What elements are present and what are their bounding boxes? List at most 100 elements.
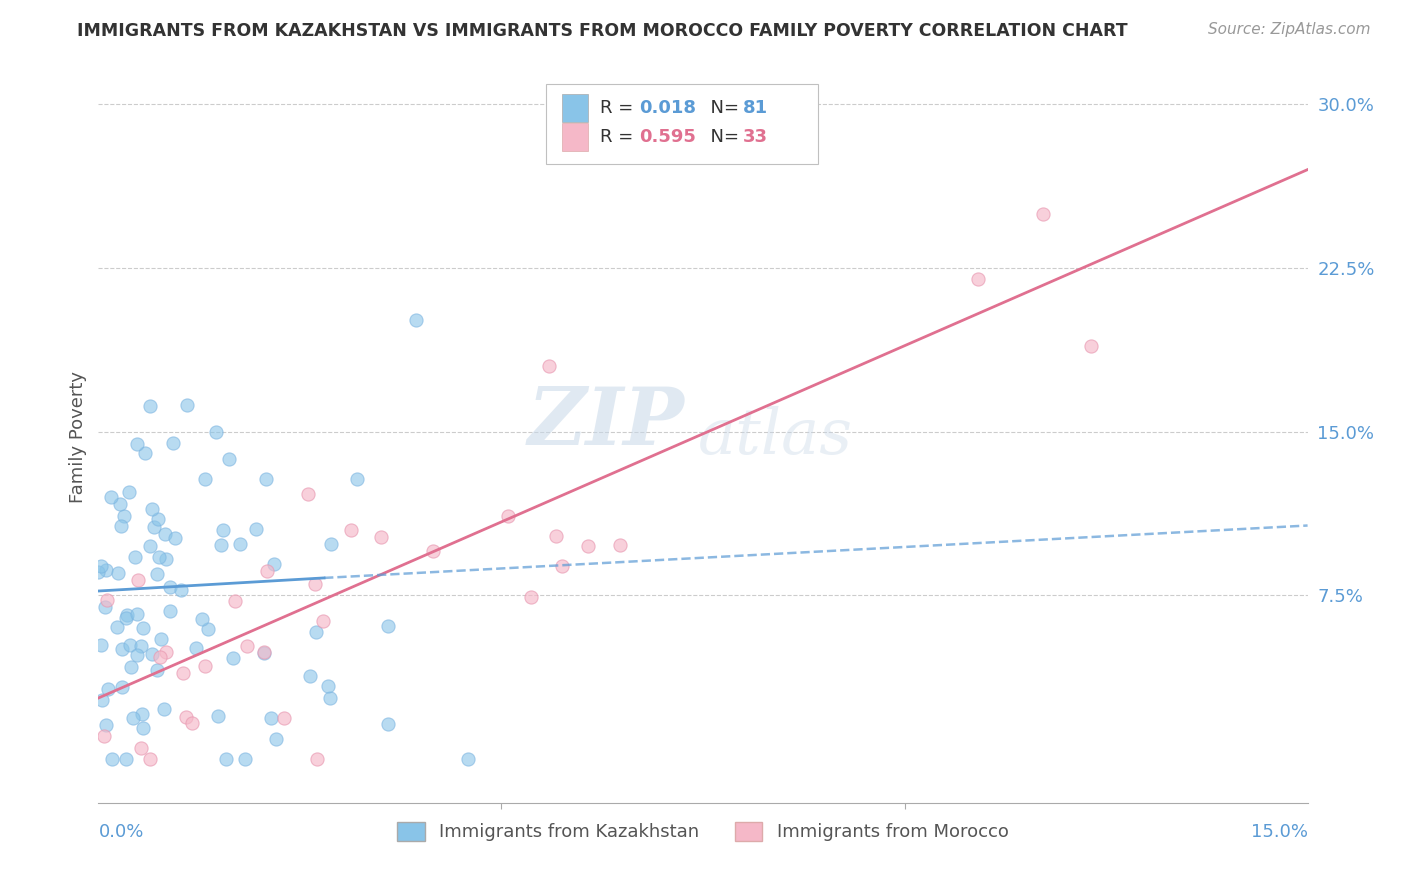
Point <box>131 706 153 721</box>
Point <box>297 486 319 500</box>
Text: 81: 81 <box>742 99 768 117</box>
Point <box>110 519 132 533</box>
Point <box>253 645 276 659</box>
Text: 0.595: 0.595 <box>638 128 696 146</box>
Point <box>263 557 285 571</box>
Point <box>194 659 217 673</box>
Point <box>124 549 146 564</box>
Point <box>155 527 177 541</box>
Point <box>111 680 134 694</box>
Point <box>520 590 543 604</box>
Point <box>90 638 112 652</box>
Point <box>152 702 174 716</box>
Point <box>141 502 163 516</box>
Point <box>115 610 138 624</box>
Point <box>159 604 181 618</box>
Point <box>224 594 246 608</box>
Point <box>121 710 143 724</box>
Point <box>162 435 184 450</box>
Point <box>264 731 287 746</box>
Point <box>377 619 399 633</box>
Point <box>218 451 240 466</box>
Point <box>127 607 149 621</box>
Point <box>87 565 110 579</box>
Point <box>405 313 427 327</box>
Text: ZIP: ZIP <box>527 384 685 461</box>
Point <box>155 551 177 566</box>
Point <box>176 398 198 412</box>
Point <box>118 639 141 653</box>
Point <box>145 663 167 677</box>
Point <box>609 538 631 552</box>
Text: N=: N= <box>699 128 745 146</box>
Point <box>236 640 259 654</box>
Point <box>312 614 335 628</box>
Text: IMMIGRANTS FROM KAZAKHSTAN VS IMMIGRANTS FROM MOROCCO FAMILY POVERTY CORRELATION: IMMIGRANTS FROM KAZAKHSTAN VS IMMIGRANTS… <box>77 22 1128 40</box>
Point <box>254 473 277 487</box>
Point <box>184 641 207 656</box>
Point <box>155 644 177 658</box>
Text: 0.018: 0.018 <box>638 99 696 117</box>
Point <box>209 538 232 552</box>
Point <box>305 752 328 766</box>
Point <box>129 640 152 654</box>
Point <box>108 497 131 511</box>
Point <box>132 621 155 635</box>
Point <box>131 740 153 755</box>
Point <box>259 711 281 725</box>
Point <box>149 650 172 665</box>
Text: R =: R = <box>600 99 640 117</box>
Point <box>966 271 988 285</box>
Point <box>256 564 278 578</box>
Point <box>1080 339 1102 353</box>
Point <box>91 692 114 706</box>
Point <box>253 646 276 660</box>
Point <box>211 524 233 538</box>
Y-axis label: Family Poverty: Family Poverty <box>69 371 87 503</box>
Point <box>172 665 194 680</box>
Text: 33: 33 <box>742 128 768 146</box>
Point <box>146 512 169 526</box>
Point <box>550 558 572 573</box>
FancyBboxPatch shape <box>561 123 588 151</box>
Point <box>221 650 243 665</box>
Text: Source: ZipAtlas.com: Source: ZipAtlas.com <box>1208 22 1371 37</box>
Point <box>233 752 256 766</box>
Point <box>112 509 135 524</box>
Point <box>207 709 229 723</box>
Text: R =: R = <box>600 128 640 146</box>
Point <box>197 622 219 636</box>
Point <box>127 573 149 587</box>
Point <box>191 611 214 625</box>
Point <box>457 752 479 766</box>
Point <box>94 599 117 614</box>
Point <box>118 485 141 500</box>
Point <box>339 523 361 537</box>
Point <box>377 717 399 731</box>
Point <box>319 537 342 551</box>
Point <box>134 446 156 460</box>
Point <box>141 647 163 661</box>
Point <box>316 679 339 693</box>
Point <box>120 660 142 674</box>
Point <box>215 752 238 766</box>
Point <box>139 752 162 766</box>
Point <box>194 472 217 486</box>
Point <box>150 632 173 647</box>
Point <box>97 682 120 697</box>
Point <box>305 625 328 640</box>
Point <box>576 539 599 553</box>
Point <box>346 472 368 486</box>
Point <box>1032 207 1054 221</box>
Point <box>111 641 134 656</box>
Point <box>115 608 138 623</box>
Point <box>169 582 191 597</box>
Text: 0.0%: 0.0% <box>98 823 143 841</box>
Point <box>245 522 267 536</box>
Point <box>174 709 197 723</box>
Point <box>107 619 129 633</box>
Legend: Immigrants from Kazakhstan, Immigrants from Morocco: Immigrants from Kazakhstan, Immigrants f… <box>391 814 1015 848</box>
Point <box>298 668 321 682</box>
Point <box>125 648 148 662</box>
Text: 15.0%: 15.0% <box>1250 823 1308 841</box>
